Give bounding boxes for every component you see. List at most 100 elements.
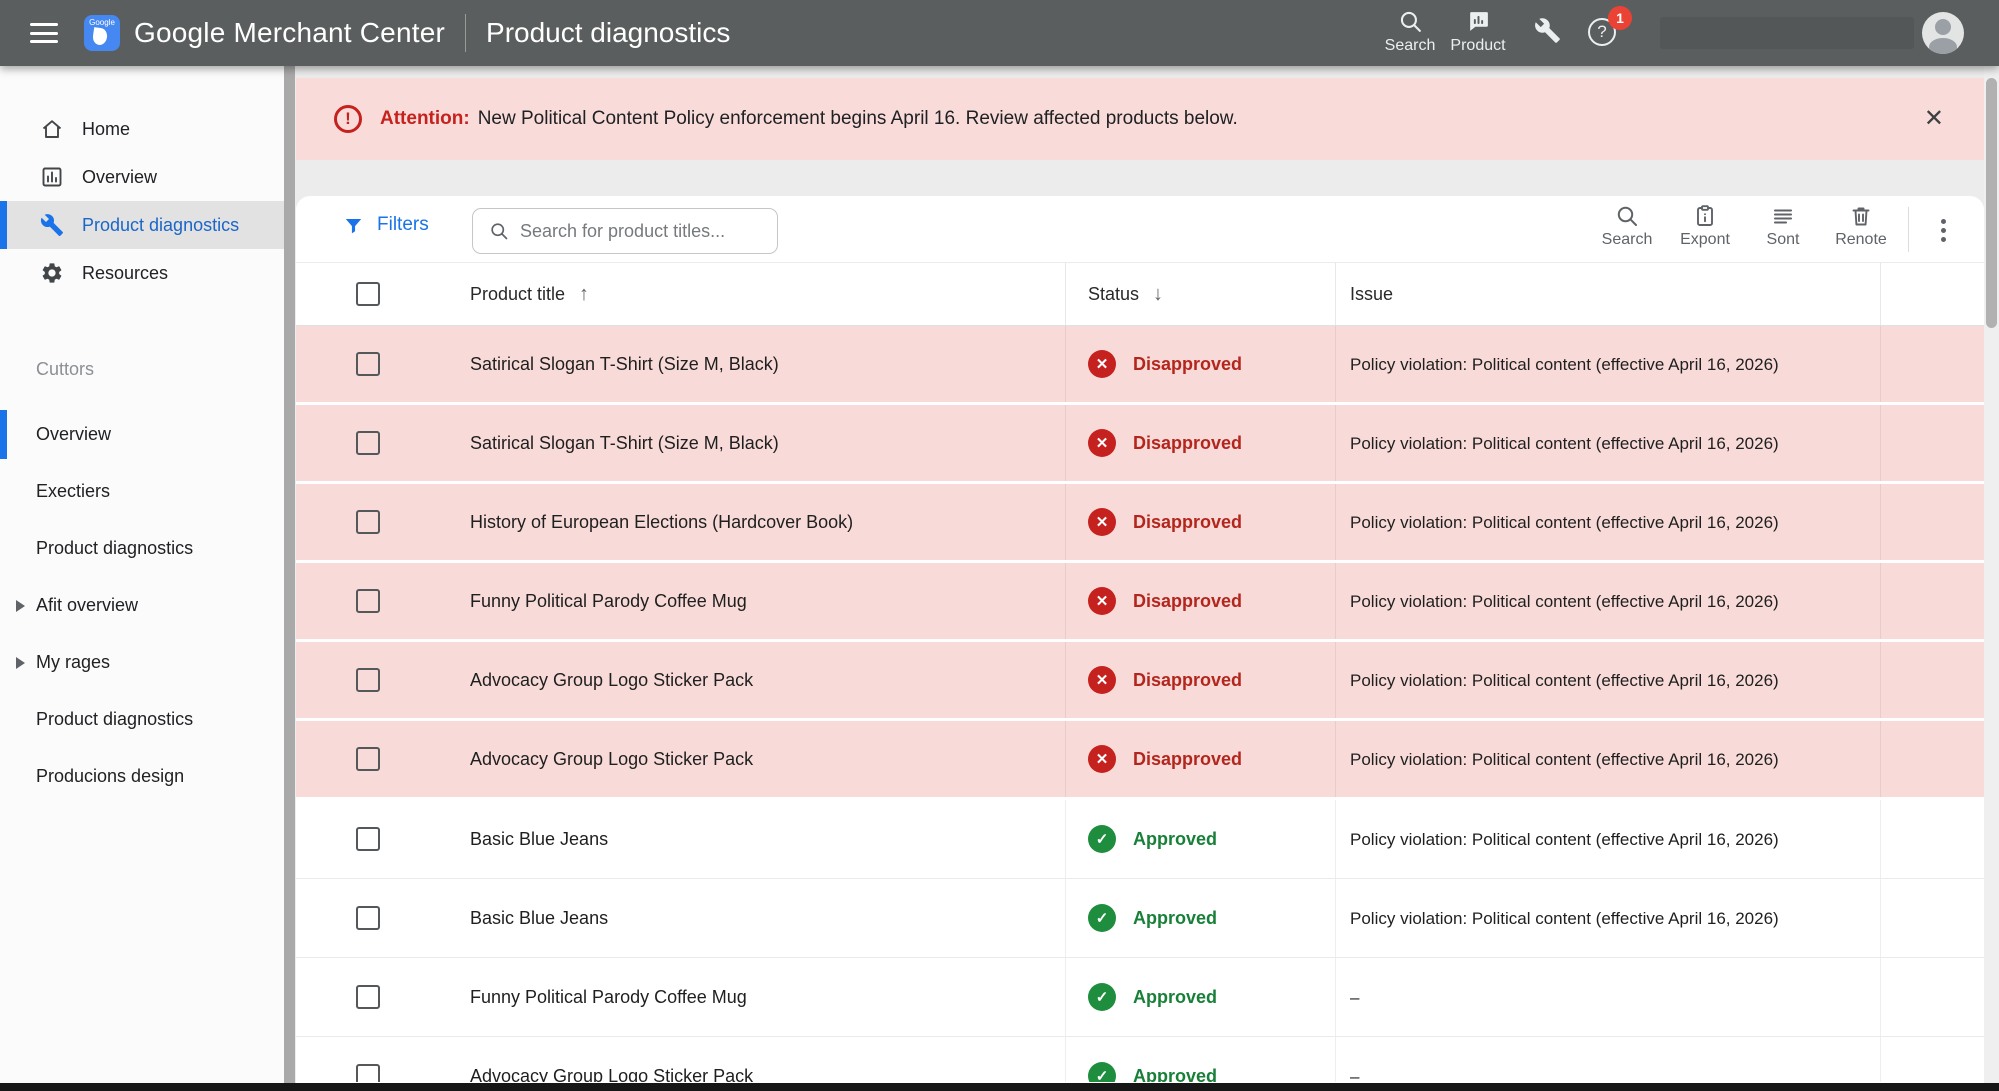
notification-badge: 1 <box>1608 6 1632 30</box>
screen-bottom-edge <box>0 1083 1999 1091</box>
sort-descending-icon[interactable]: ↓ <box>1153 283 1163 306</box>
status-cell: ✓Approved <box>1065 1037 1335 1082</box>
sidebar-section-item-overview[interactable]: Overview <box>0 406 284 463</box>
product-chart-bubble-icon <box>1466 9 1491 34</box>
status-label: Disapproved <box>1133 433 1242 454</box>
product-title: Advocacy Group Logo Sticker Pack <box>470 749 753 770</box>
sidebar-section-item-producions-design[interactable]: Producions design <box>0 748 284 805</box>
product-cell: Funny Political Parody Coffee Mug <box>296 958 1065 1036</box>
status-label: Approved <box>1133 987 1217 1008</box>
export-clipboard-icon <box>1693 204 1717 228</box>
toolbar-action-label: Sont <box>1767 231 1800 249</box>
menu-icon[interactable] <box>30 23 58 43</box>
product-title: Satirical Slogan T-Shirt (Size M, Black) <box>470 433 779 454</box>
sidebar-nav: HomeOverviewProduct diagnosticsResources… <box>0 66 284 1083</box>
header-product-label: Product <box>1450 37 1505 55</box>
issue-cell: Policy violation: Political content (eff… <box>1335 326 1880 402</box>
row-checkbox[interactable] <box>356 827 380 851</box>
product-title: Funny Political Parody Coffee Mug <box>470 987 747 1008</box>
sort-ascending-icon[interactable]: ↑ <box>579 283 589 306</box>
column-status[interactable]: Status <box>1088 284 1139 305</box>
sidebar-item-product-diagnostics[interactable]: Product diagnostics <box>0 201 284 249</box>
row-checkbox[interactable] <box>356 668 380 692</box>
column-issue[interactable]: Issue <box>1350 284 1393 305</box>
select-all-checkbox[interactable] <box>356 282 380 306</box>
tools-wrench-icon[interactable] <box>1534 17 1561 44</box>
account-avatar[interactable] <box>1922 12 1964 54</box>
empty-cell <box>1880 800 1984 878</box>
issue-text: Policy violation: Political content (eff… <box>1350 431 1779 456</box>
table-header: Product title ↑ Status ↓ Issue <box>296 262 1984 326</box>
product-title: Funny Political Parody Coffee Mug <box>470 591 747 612</box>
header-product-button[interactable]: Product <box>1446 9 1510 55</box>
avatar-person-icon <box>1935 19 1951 35</box>
sidebar-main-list: HomeOverviewProduct diagnosticsResources <box>0 105 284 297</box>
product-title: Basic Blue Jeans <box>470 908 608 929</box>
disapproved-icon: ✕ <box>1088 745 1116 773</box>
table-row: Advocacy Group Logo Sticker Pack ✕Disappr… <box>296 721 1984 800</box>
issue-cell: Policy violation: Political content (eff… <box>1335 642 1880 718</box>
filters-button[interactable]: Filters <box>343 214 429 236</box>
sidebar-section-label: Cuttors <box>0 359 284 380</box>
row-checkbox[interactable] <box>356 589 380 613</box>
sidebar-item-overview[interactable]: Overview <box>0 153 284 201</box>
header-search-button[interactable]: Search <box>1378 9 1442 55</box>
status-cell: ✕Disapproved <box>1065 721 1335 797</box>
issue-text: Policy violation: Political content (eff… <box>1350 827 1779 852</box>
account-name-area <box>1660 17 1914 49</box>
empty-cell <box>1880 326 1984 402</box>
issue-cell: – <box>1335 1037 1880 1082</box>
sidebar-item-label: Afit overview <box>36 595 138 616</box>
sidebar-item-label: Producions design <box>36 766 184 787</box>
merchant-center-logo[interactable]: Google <box>84 15 120 51</box>
banner-close-icon[interactable]: ✕ <box>1924 107 1944 131</box>
sidebar-section-item-my-rages[interactable]: My rages <box>0 634 284 691</box>
toolbar-search-button[interactable]: Search <box>1589 204 1665 249</box>
disapproved-icon: ✕ <box>1088 666 1116 694</box>
search-icon <box>489 221 509 241</box>
row-checkbox[interactable] <box>356 906 380 930</box>
sidebar-item-home[interactable]: Home <box>0 105 284 153</box>
toolbar-action-label: Search <box>1602 231 1653 249</box>
table-row: Funny Political Parody Coffee Mug✕Disapp… <box>296 563 1984 642</box>
row-checkbox[interactable] <box>356 510 380 534</box>
header-search-label: Search <box>1385 37 1436 55</box>
column-empty <box>1880 263 1984 325</box>
toolbar-sont-button[interactable]: Sont <box>1745 204 1821 249</box>
more-options-icon[interactable] <box>1933 209 1953 251</box>
sidebar-item-resources[interactable]: Resources <box>0 249 284 297</box>
sidebar-section-item-afit-overview[interactable]: Afit overview <box>0 577 284 634</box>
header-divider <box>465 14 466 52</box>
product-cell: Funny Political Parody Coffee Mug <box>296 563 1065 639</box>
row-checkbox[interactable] <box>356 1064 380 1082</box>
row-checkbox[interactable] <box>356 985 380 1009</box>
gear-icon <box>40 261 64 285</box>
sidebar-scrollbar[interactable] <box>284 66 295 1083</box>
sort-lines-icon <box>1771 204 1795 228</box>
sidebar-section-item-product-diagnostics[interactable]: Product diagnostics <box>0 691 284 748</box>
page-title: Product diagnostics <box>486 17 730 49</box>
home-icon <box>40 117 64 141</box>
row-checkbox[interactable] <box>356 352 380 376</box>
row-checkbox[interactable] <box>356 431 380 455</box>
product-title: Basic Blue Jeans <box>470 829 608 850</box>
table-row: Satirical Slogan T-Shirt (Size M, Black)… <box>296 405 1984 484</box>
product-title: Satirical Slogan T-Shirt (Size M, Black) <box>470 354 779 375</box>
empty-cell <box>1880 721 1984 797</box>
column-product-title[interactable]: Product title <box>470 284 565 305</box>
toolbar-expont-button[interactable]: Expont <box>1667 204 1743 249</box>
status-label: Disapproved <box>1133 512 1242 533</box>
product-cell: History of European Elections (Hardcover… <box>296 484 1065 560</box>
sidebar-section-item-exectiers[interactable]: Exectiers <box>0 463 284 520</box>
disapproved-icon: ✕ <box>1088 429 1116 457</box>
product-search-input[interactable] <box>520 221 760 242</box>
empty-cell <box>1880 879 1984 957</box>
table-row: Advocacy Group Logo Sticker Pack✕Disappr… <box>296 642 1984 721</box>
issue-cell: Policy violation: Political content (eff… <box>1335 879 1880 957</box>
toolbar-renote-button[interactable]: Renote <box>1823 204 1899 249</box>
row-checkbox[interactable] <box>356 747 380 771</box>
table-row: Funny Political Parody Coffee Mug✓Approv… <box>296 958 1984 1037</box>
status-label: Approved <box>1133 908 1217 929</box>
sidebar-section-item-product-diagnostics[interactable]: Product diagnostics <box>0 520 284 577</box>
window-scrollbar-thumb[interactable] <box>1986 78 1997 328</box>
